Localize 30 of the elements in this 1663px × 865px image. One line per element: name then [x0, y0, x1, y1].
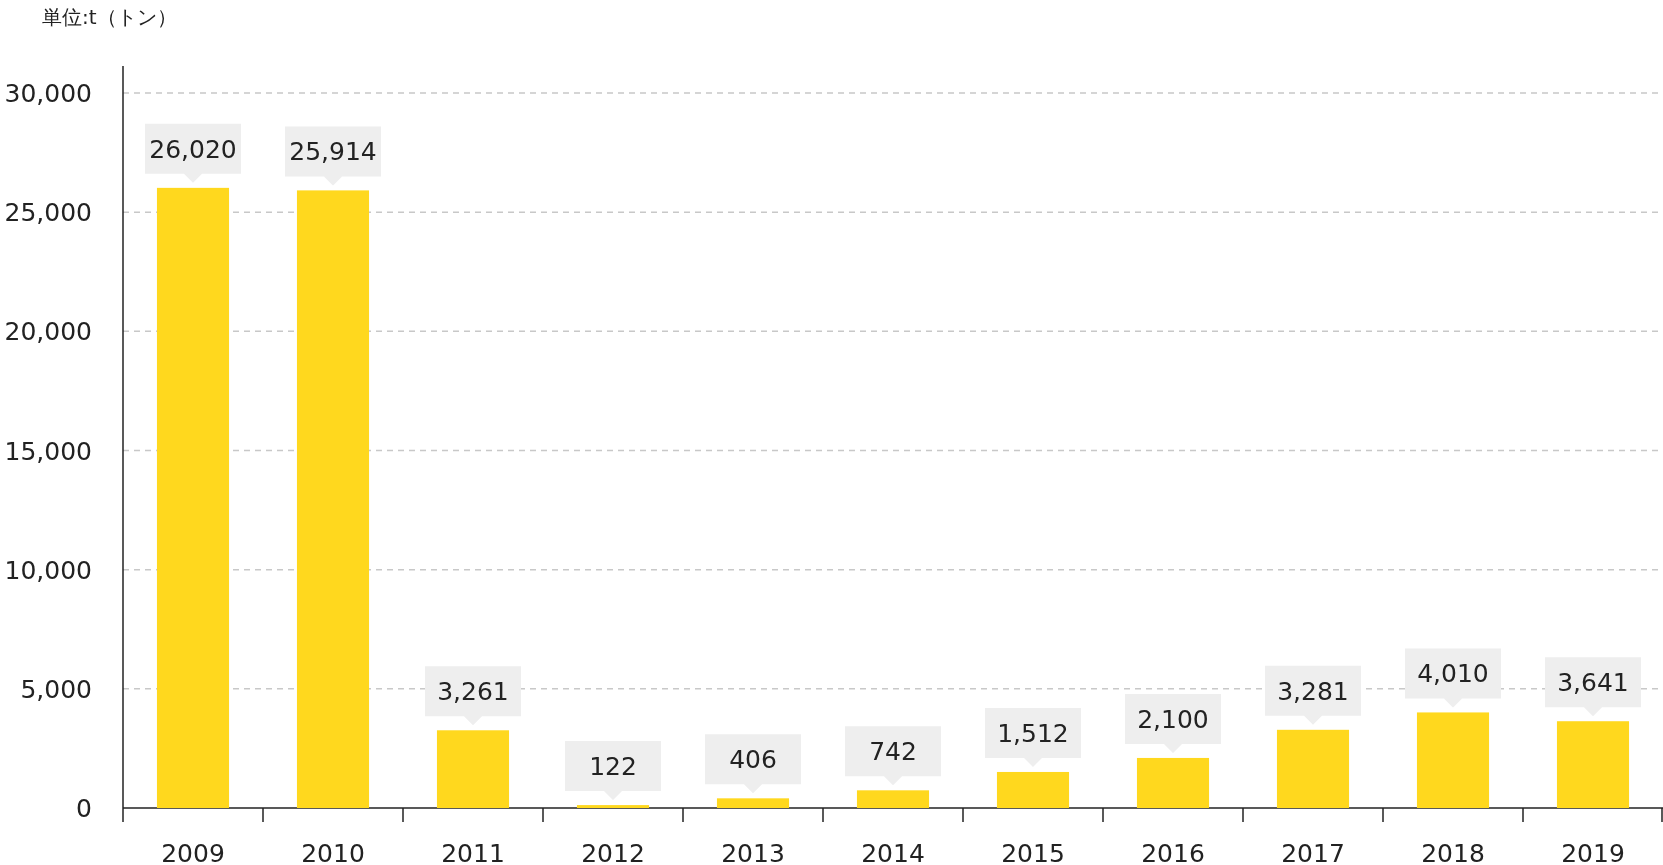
x-tick-label: 2011: [441, 839, 505, 865]
x-tick-label: 2009: [161, 839, 225, 865]
x-tick-label: 2013: [721, 839, 785, 865]
x-tick-label: 2018: [1421, 839, 1485, 865]
x-tick-label: 2014: [861, 839, 925, 865]
y-tick-label: 15,000: [4, 436, 92, 466]
data-label: 25,914: [289, 137, 377, 167]
y-tick-label: 20,000: [4, 317, 92, 347]
y-tick-label: 0: [76, 794, 92, 823]
data-label: 3,281: [1277, 676, 1349, 706]
x-tick-label: 2017: [1281, 839, 1345, 865]
y-tick-label: 5,000: [20, 674, 92, 704]
data-label: 3,641: [1557, 668, 1629, 698]
ylabel: 単位:t（トン）: [42, 5, 177, 29]
x-tick-label: 2016: [1141, 839, 1205, 865]
data-label: 122: [589, 752, 637, 782]
data-label: 4,010: [1417, 659, 1489, 689]
x-tick-label: 2012: [581, 839, 645, 865]
y-tick-label: 25,000: [4, 198, 92, 228]
data-label: 406: [729, 745, 777, 775]
x-tick-label: 2010: [301, 839, 365, 865]
data-label: 1,512: [997, 718, 1069, 748]
data-label: 26,020: [149, 134, 237, 164]
y-tick-label: 30,000: [4, 79, 92, 108]
data-label: 742: [869, 737, 917, 767]
x-tick-label: 2015: [1001, 839, 1065, 865]
data-label: 2,100: [1137, 704, 1209, 734]
x-tick-label: 2019: [1561, 839, 1625, 865]
data-label: 3,261: [437, 677, 509, 707]
y-tick-label: 10,000: [4, 555, 92, 585]
